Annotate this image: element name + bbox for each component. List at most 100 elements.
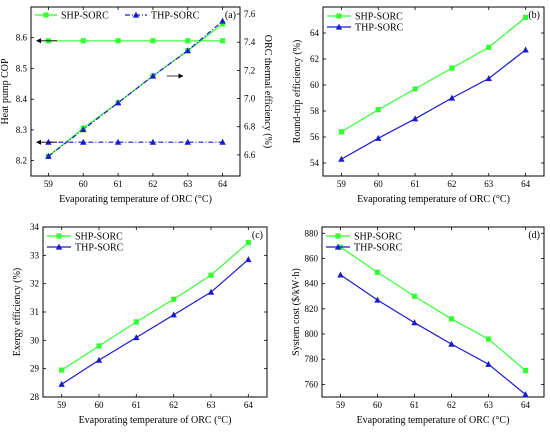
data-point-thp [219, 138, 226, 145]
series-line-shp-0 [61, 242, 249, 371]
panel-letter: (a) [225, 10, 236, 21]
data-point-shp [412, 86, 418, 92]
series-line-shp-0 [341, 16, 526, 133]
y-tick-label: 64 [310, 28, 320, 38]
y2-tick-label: 6.8 [244, 122, 256, 132]
data-point-shp [522, 367, 529, 374]
data-point-shp [485, 336, 492, 342]
x-tick-label: 64 [521, 400, 531, 410]
data-point-shp [59, 367, 65, 373]
y-tick-label: 800 [305, 329, 319, 339]
legend-marker-thp [132, 11, 140, 18]
legend-label-thp: THP-SORC [354, 243, 403, 254]
x-axis-label: Evaporating temperature of ORC (°C) [79, 415, 232, 426]
legend: SHP-SORC THP-SORC [35, 11, 200, 22]
data-point-thp [411, 115, 419, 122]
data-point-shp [448, 316, 455, 322]
x-tick-label: 59 [44, 179, 54, 189]
legend-label-thp: THP-SORC [355, 23, 404, 34]
x-tick-label: 59 [57, 400, 67, 410]
x-tick-label: 60 [79, 179, 89, 189]
series-line-thp-3 [48, 20, 223, 157]
legend-marker-thp [334, 243, 342, 250]
plot-frame [322, 6, 545, 177]
x-tick-label: 63 [183, 179, 193, 189]
x-tick-label: 59 [336, 400, 346, 410]
x-tick-label: 61 [411, 179, 420, 189]
panel-a: 59 60 61 62 63 64 8.2 8.3 8.4 8.5 8.6 6.6 6.8 7.0 7.2 7… [0, 6, 273, 205]
y2-tick-label: 7.0 [244, 94, 256, 104]
panel-letter: (d) [528, 230, 540, 241]
y-tick-label: 31 [30, 307, 39, 317]
x-tick-label: 61 [132, 400, 141, 410]
y-tick-label: 60 [310, 80, 320, 90]
y-tick-label: 58 [310, 106, 320, 116]
x-tick-label: 62 [447, 179, 456, 189]
y-axis-label: Round-trip efficiency (%) [292, 40, 303, 144]
y-tick-label: 32 [30, 279, 39, 289]
data-point-shp [245, 239, 251, 246]
y2-tick-label: 7.4 [244, 37, 256, 47]
data-point-thp [245, 256, 252, 263]
data-point-shp [375, 107, 381, 113]
x-tick-label: 60 [373, 400, 383, 410]
y-tick-label: 820 [305, 304, 319, 314]
legend-label-shp: SHP-SORC [75, 232, 123, 243]
data-point-shp [208, 272, 214, 278]
x-tick-label: 61 [410, 400, 419, 410]
x-tick-label: 62 [447, 400, 456, 410]
x-tick-label: 62 [169, 400, 178, 410]
data-point-thp [133, 334, 140, 341]
legend-marker-thp [335, 23, 343, 30]
panel-c: 59 60 61 62 63 64 28 29 30 31 32 33 34 Evaporating te… [12, 222, 268, 426]
x-tick-label: 60 [374, 179, 384, 189]
left-axis-arrow-head [36, 38, 41, 44]
y-axis-label: Exergy efficiency (%) [12, 268, 23, 356]
x-tick-label: 59 [337, 179, 347, 189]
data-point-thp [58, 380, 65, 387]
right-axis-arrow-head [178, 73, 184, 79]
y-axis-label: Heat pump COP [0, 58, 11, 125]
y-axis-label: System cost ($/kW·h) [291, 268, 302, 356]
data-point-shp [219, 38, 226, 44]
series-line-thp-1 [341, 49, 526, 160]
data-point-shp [522, 14, 529, 20]
plot-frame [30, 6, 241, 177]
data-point-thp [149, 72, 157, 79]
data-point-thp [485, 360, 492, 367]
x-axis-label: Evaporating temperature of ORC (°C) [357, 415, 510, 426]
data-point-shp [338, 129, 345, 135]
panel-d: 59 60 61 62 63 64 760 780 800 820 840 860 880 Evapora… [291, 226, 545, 426]
data-point-thp [95, 356, 103, 363]
series-line-thp-1 [340, 274, 526, 395]
left-axis-arrow-head [36, 139, 41, 145]
data-point-thp [375, 134, 382, 141]
x-tick-label: 63 [484, 179, 494, 189]
data-point-thp [80, 138, 87, 145]
y-tick-label: 62 [310, 54, 319, 64]
legend-marker-shp [336, 13, 342, 19]
data-point-shp [219, 21, 226, 27]
data-point-shp [115, 38, 121, 44]
data-point-thp [184, 138, 191, 145]
data-point-thp [80, 126, 87, 133]
x-tick-label: 60 [95, 400, 105, 410]
y-tick-label: 8.4 [16, 94, 28, 104]
y-tick-label: 28 [30, 392, 40, 402]
x-tick-label: 61 [114, 179, 123, 189]
y-tick-label: 29 [30, 364, 40, 374]
legend-marker-shp [56, 233, 62, 239]
legend-label-shp: SHP-SORC [354, 232, 402, 243]
x-tick-label: 63 [207, 400, 217, 410]
y2-axis-label: ORC thermal efficiency (%) [262, 35, 273, 148]
data-point-thp [338, 155, 345, 162]
legend-label-shp: SHP-SORC [61, 11, 109, 22]
y-tick-label: 34 [30, 222, 40, 232]
data-point-shp [374, 269, 381, 275]
data-point-shp [486, 44, 492, 50]
data-point-thp [522, 391, 529, 398]
data-point-thp [184, 47, 191, 54]
data-point-thp [448, 340, 455, 347]
series-line-shp-0 [340, 246, 526, 372]
